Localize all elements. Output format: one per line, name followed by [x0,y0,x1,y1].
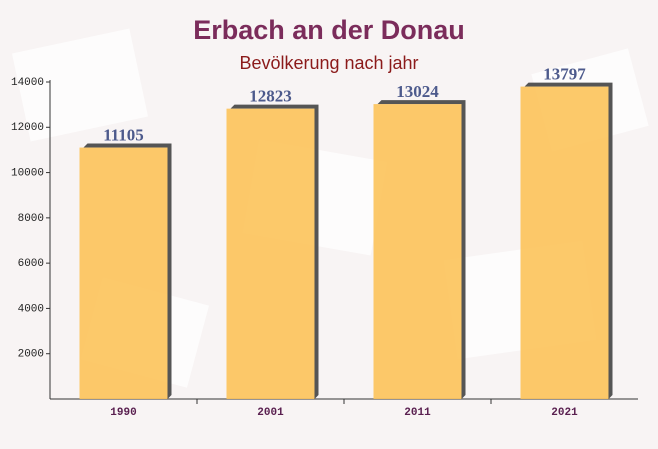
bar [520,86,609,399]
chart-subtitle: Bevölkerung nach jahr [239,53,418,73]
bar [373,104,462,399]
bar [226,108,315,400]
y-tick-label: 2000 [18,349,44,361]
chart-title: Erbach an der Donau [193,15,465,45]
x-tick-label: 2001 [257,407,284,419]
y-tick-label: 14000 [11,77,44,89]
value-label: 13797 [543,65,586,84]
y-tick-label: 6000 [18,258,44,270]
y-tick-label: 8000 [18,213,44,225]
value-label: 13024 [396,82,439,101]
x-tick-label: 2011 [404,407,431,419]
x-tick-label: 1990 [110,407,136,419]
y-tick-label: 10000 [11,167,44,179]
value-label: 12823 [249,87,292,106]
bar [79,147,168,399]
y-tick-label: 12000 [11,122,44,134]
y-tick-label: 4000 [18,303,44,315]
x-tick-label: 2021 [551,407,578,419]
value-label: 11105 [103,126,144,145]
